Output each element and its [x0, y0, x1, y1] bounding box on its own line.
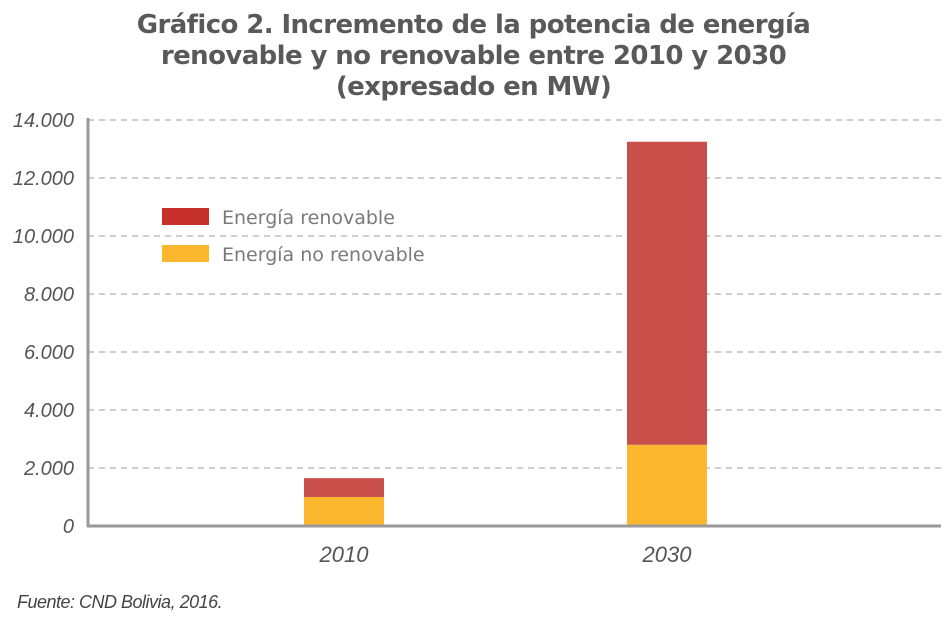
- y-tick-label: 12.000: [13, 168, 74, 190]
- bar-2010-no-renovable: [304, 497, 384, 526]
- y-tick-label: 2.000: [23, 458, 74, 480]
- legend-label: Energía renovable: [222, 207, 395, 229]
- y-tick-label: 4.000: [24, 400, 74, 422]
- y-tick-label: 0: [63, 516, 74, 538]
- legend-swatch: [162, 245, 209, 262]
- title-line-2: renovable y no renovable entre 2010 y 20…: [160, 41, 787, 71]
- x-tick-label: 2030: [642, 542, 693, 567]
- y-axis-ticks: 0 2.000 4.000 6.000 8.000 10.000 12.000 14.000: [13, 110, 74, 538]
- bar-2030-renovable: [627, 141, 707, 445]
- axes: [86, 118, 941, 528]
- y-tick-label: 6.000: [24, 342, 74, 364]
- legend-label: Energía no renovable: [222, 244, 425, 266]
- y-tick-label: 8.000: [24, 284, 74, 306]
- title-line-3: (expresado en MW): [335, 72, 612, 102]
- x-tick-label: 2010: [319, 542, 370, 567]
- chart-title: Gráfico 2. Incremento de la potencia de …: [0, 10, 947, 103]
- bar-2010-renovable: [304, 478, 384, 497]
- legend-swatch: [162, 208, 209, 225]
- source-note: Fuente: CND Bolivia, 2016.: [17, 592, 223, 612]
- legend: Energía renovable Energía no renovable: [162, 207, 425, 266]
- y-tick-label: 10.000: [13, 226, 74, 248]
- x-axis-ticks: 2010 2030: [319, 542, 693, 567]
- title-line-1: Gráfico 2. Incremento de la potencia de …: [136, 10, 811, 40]
- gridlines: [88, 119, 941, 469]
- y-tick-label: 14.000: [13, 110, 74, 132]
- bars: [304, 141, 707, 526]
- bar-2030-no-renovable: [627, 444, 707, 526]
